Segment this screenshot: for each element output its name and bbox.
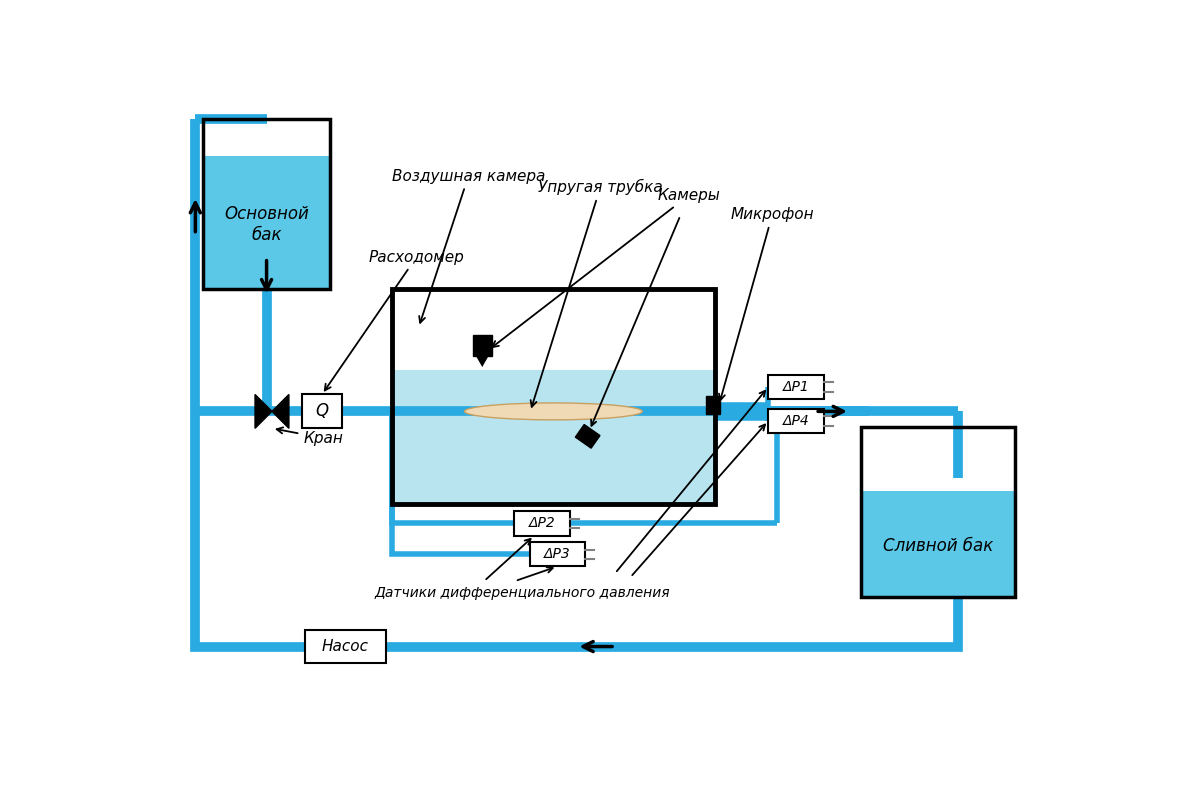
Text: ΔP1: ΔP1	[782, 380, 809, 394]
Bar	[391, 370, 715, 504]
Bar	[391, 289, 715, 504]
Bar	[203, 156, 330, 289]
Text: ΔP2: ΔP2	[528, 516, 556, 530]
Text: Кран: Кран	[277, 427, 343, 446]
Bar	[473, 334, 492, 356]
Polygon shape	[476, 356, 488, 367]
Text: Насос: Насос	[322, 639, 370, 654]
Bar	[514, 511, 570, 536]
Text: Воздушная камера: Воздушная камера	[391, 169, 545, 322]
Bar	[862, 491, 1015, 597]
Ellipse shape	[464, 403, 642, 420]
Text: Сливной бак: Сливной бак	[883, 537, 994, 554]
Polygon shape	[272, 394, 289, 428]
Bar	[203, 119, 330, 289]
Bar	[706, 396, 720, 414]
Bar	[768, 374, 823, 399]
Bar	[306, 630, 385, 663]
Bar	[302, 394, 342, 428]
Bar	[529, 542, 584, 566]
Bar	[862, 427, 1015, 491]
Text: Камеры: Камеры	[492, 188, 720, 347]
Text: Микрофон: Микрофон	[719, 207, 814, 400]
Polygon shape	[256, 394, 272, 428]
Bar	[768, 409, 823, 434]
Bar	[203, 119, 330, 156]
Text: Расходомер: Расходомер	[325, 250, 464, 390]
Text: ΔP3: ΔP3	[544, 547, 571, 561]
Text: Основной
бак: Основной бак	[224, 205, 308, 243]
Text: Датчики дифференциального давления: Датчики дифференциального давления	[374, 586, 671, 600]
Bar	[575, 425, 600, 448]
Bar	[862, 427, 1015, 597]
Text: Q: Q	[316, 402, 329, 420]
Text: ΔP4: ΔP4	[782, 414, 809, 428]
Text: Упругая трубка: Упругая трубка	[530, 179, 662, 407]
